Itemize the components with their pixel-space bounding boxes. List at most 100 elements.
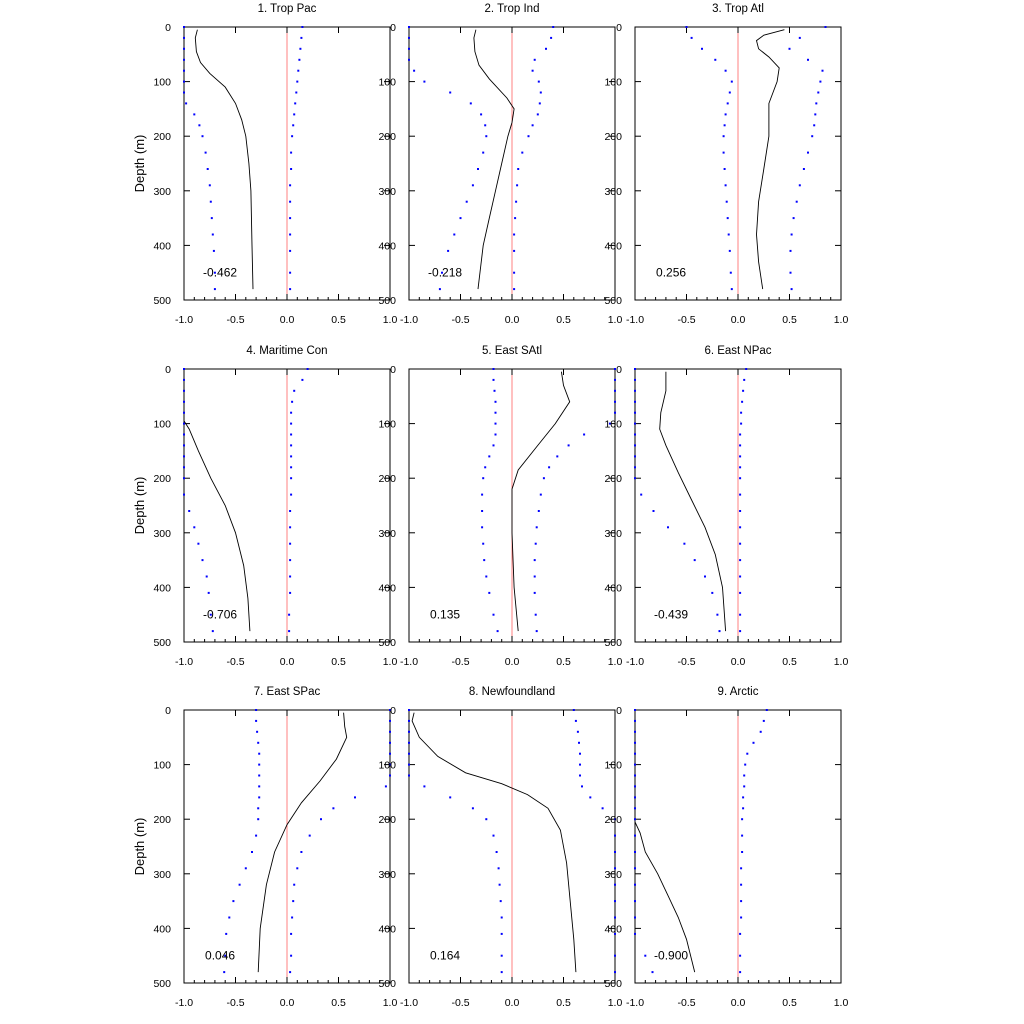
upper-bound-point <box>739 591 742 594</box>
lower-bound-point <box>188 510 191 512</box>
lower-bound-point <box>492 368 495 370</box>
lower-bound-point <box>224 954 227 957</box>
lower-bound-point <box>495 851 498 853</box>
lower-bound-point <box>408 26 410 28</box>
upper-bound-point <box>740 422 743 425</box>
upper-bound-point <box>534 613 537 616</box>
lower-bound-point <box>183 466 185 469</box>
upper-bound-point <box>739 493 742 496</box>
lower-bound-point <box>183 433 185 436</box>
lower-bound-point <box>723 124 726 127</box>
lower-bound-point <box>640 493 643 496</box>
upper-bound-point <box>814 113 817 116</box>
x-tick-label: 1.0 <box>608 997 623 1009</box>
lower-bound-point <box>634 763 636 766</box>
upper-bound-point <box>289 288 292 291</box>
upper-bound-point <box>790 288 793 291</box>
upper-bound-point <box>521 151 524 154</box>
upper-bound-point <box>556 455 559 458</box>
upper-bound-point <box>741 834 744 837</box>
lower-bound-point <box>251 851 253 853</box>
upper-bound-point <box>739 630 742 633</box>
lower-bound-point <box>183 455 185 458</box>
x-tick-label: 0.0 <box>731 997 746 1009</box>
lower-bound-point <box>634 900 636 903</box>
y-tick-label: 0 <box>616 22 622 34</box>
upper-bound-point <box>289 184 292 187</box>
lower-bound-point <box>212 249 215 252</box>
upper-bound-point <box>739 466 742 469</box>
x-tick-label: -1.0 <box>626 656 644 668</box>
y-tick-label: 200 <box>378 473 396 485</box>
upper-bound-point <box>389 763 391 766</box>
lower-bound-point <box>258 752 261 755</box>
upper-bound-point <box>515 200 518 203</box>
upper-bound-point <box>290 493 293 496</box>
lower-bound-point <box>729 271 732 274</box>
upper-bound-point <box>513 271 516 274</box>
x-tick-label: 1.0 <box>834 656 849 668</box>
lower-bound-point <box>492 613 495 616</box>
upper-bound-point <box>739 477 742 480</box>
y-tick-label: 100 <box>153 760 171 772</box>
upper-bound-point <box>320 818 322 821</box>
lower-bound-point <box>438 288 441 291</box>
lower-bound-point <box>634 433 636 436</box>
y-tick-label: 400 <box>378 240 396 252</box>
upper-bound-point <box>819 80 822 83</box>
upper-bound-point <box>290 411 293 414</box>
lower-bound-point <box>471 184 474 187</box>
y-tick-label: 500 <box>604 978 622 990</box>
x-tick-label: -0.5 <box>451 314 469 326</box>
lower-bound-point <box>413 69 416 72</box>
upper-bound-point <box>739 575 742 578</box>
correlation-profile-line <box>659 371 727 632</box>
upper-bound-point <box>291 400 294 403</box>
lower-bound-point <box>258 763 261 766</box>
upper-bound-point <box>527 135 530 138</box>
panel-1: 1. Trop Pac -1.0 -0.5 0.0 0.5 1.0 0 100 200 300 40… <box>132 3 397 326</box>
upper-bound-point <box>288 630 291 633</box>
panel-9: 9. Arctic -1.0 -0.5 0.0 0.5 1.0 0 100 200 300 400 5… <box>604 686 848 1009</box>
correlation-value-label: 0.256 <box>656 266 686 280</box>
upper-bound-point <box>289 510 292 512</box>
correlation-profile-line <box>755 29 785 290</box>
lower-bound-point <box>723 168 726 170</box>
upper-bound-point <box>513 249 516 252</box>
upper-bound-point <box>354 796 356 799</box>
correlation-profile-line <box>473 29 515 290</box>
lower-bound-point <box>183 477 185 480</box>
lower-bound-point <box>211 233 214 236</box>
upper-bound-point <box>308 834 311 837</box>
upper-bound-point <box>299 47 302 50</box>
upper-bound-point <box>739 542 742 545</box>
lower-bound-point <box>728 91 731 94</box>
lower-bound-point <box>716 613 719 616</box>
lower-bound-point <box>693 559 696 562</box>
lower-bound-point <box>634 455 636 458</box>
correlation-profile-line <box>184 420 251 632</box>
panel-title: 1. Trop Pac <box>258 3 317 15</box>
upper-bound-point <box>290 444 293 447</box>
upper-bound-point <box>389 741 391 744</box>
upper-bound-point <box>788 47 791 50</box>
lower-bound-point <box>183 444 185 447</box>
correlation-value-label: -0.439 <box>654 608 688 622</box>
x-tick-label: -0.5 <box>677 656 695 668</box>
lower-bound-point <box>255 719 258 722</box>
correlation-value-label: 0.164 <box>430 949 460 963</box>
lower-bound-point <box>493 389 496 392</box>
y-tick-label: 100 <box>604 419 622 431</box>
correlation-value-label: -0.218 <box>428 266 462 280</box>
lower-bound-point <box>183 400 185 403</box>
lower-bound-point <box>714 58 717 61</box>
upper-bound-point <box>759 730 762 733</box>
lower-bound-point <box>459 217 462 220</box>
upper-bound-point <box>289 249 292 252</box>
upper-bound-point <box>739 954 742 957</box>
upper-bound-point <box>542 477 545 480</box>
lower-bound-point <box>201 135 204 138</box>
upper-bound-point <box>289 591 292 594</box>
upper-bound-point <box>795 200 798 203</box>
lower-bound-point <box>634 818 636 821</box>
